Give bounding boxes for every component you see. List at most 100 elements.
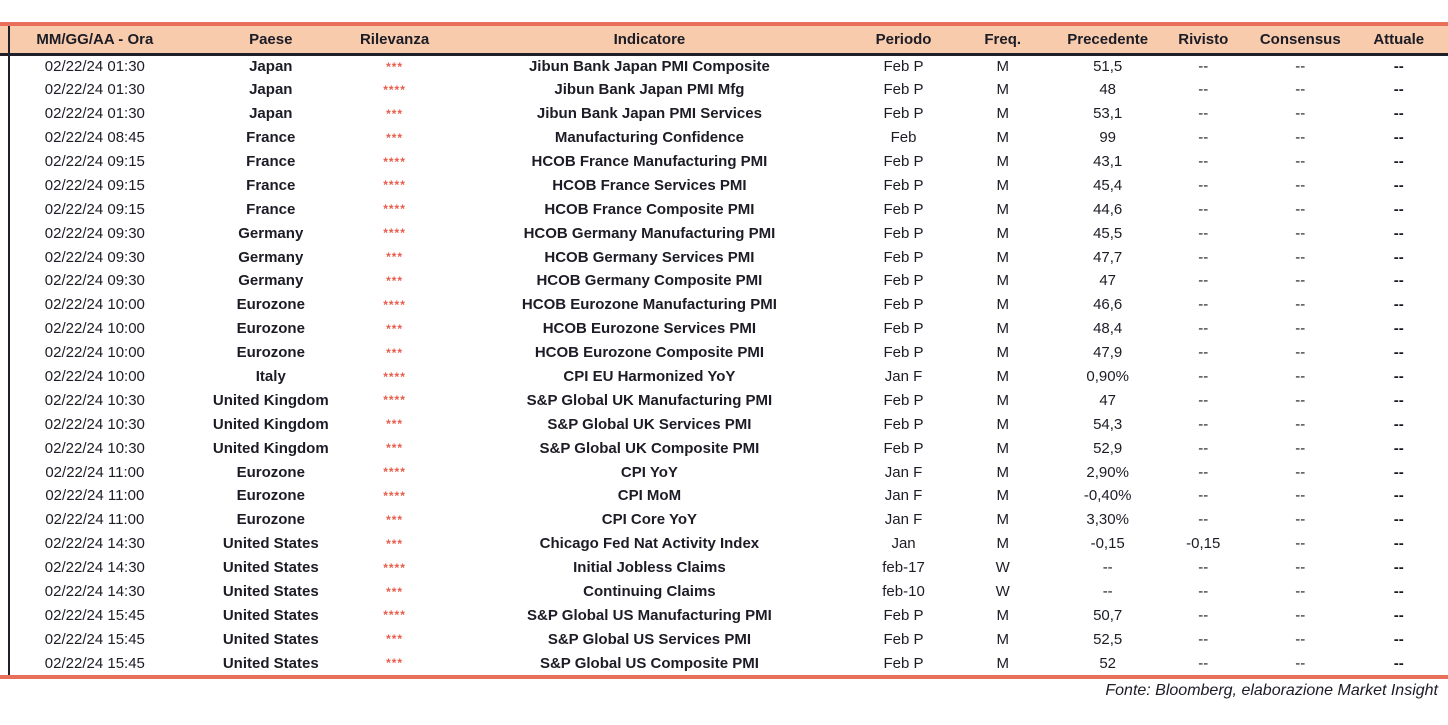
- relevance-stars-icon: ***: [386, 130, 404, 145]
- calendar-table-body: 02/22/24 01:30 Japan *** Jibun Bank Japan P…: [0, 54, 1448, 675]
- relevance-stars-icon: ***: [386, 321, 404, 336]
- cell-consensus: --: [1295, 224, 1306, 242]
- cell-datetime: 02/22/24 09:15: [44, 153, 145, 170]
- cell-consensus: --: [1295, 200, 1306, 218]
- cell-period: Jan F: [884, 463, 923, 481]
- cell-country: Italy: [255, 368, 286, 386]
- table-row: 02/22/24 15:45 United States *** S&P Global…: [0, 651, 1448, 675]
- relevance-stars-icon: ****: [383, 393, 406, 408]
- cell-consensus: --: [1295, 248, 1306, 266]
- cell-datetime: 02/22/24 10:00: [44, 296, 145, 314]
- cell-datetime: 02/22/24 15:45: [44, 630, 145, 648]
- relevance-stars-icon: ****: [383, 608, 406, 623]
- cell-consensus: --: [1295, 129, 1306, 147]
- cell-country: United Kingdom: [212, 415, 329, 433]
- cell-consensus: --: [1295, 511, 1306, 529]
- cell-freq: M: [996, 487, 1009, 505]
- cell-datetime: 02/22/24 11:00: [45, 511, 145, 529]
- cell-datetime: 02/22/24 09:15: [44, 176, 145, 194]
- relevance-stars-icon: ***: [386, 250, 404, 265]
- cell-actual: --: [1393, 81, 1404, 99]
- cell-revised: --: [1198, 654, 1209, 672]
- cell-datetime: 02/22/24 14:30: [44, 583, 145, 601]
- source-footer: Fonte: Bloomberg, elaborazione Market In…: [0, 679, 1448, 700]
- cell-country: United States: [222, 654, 319, 672]
- table-top-accent-line: [0, 22, 1448, 26]
- cell-freq: M: [996, 344, 1009, 362]
- table-row: 02/22/24 14:30 United States *** Chicago Fe…: [0, 532, 1448, 556]
- cell-country: France: [246, 153, 296, 170]
- table-row: 02/22/24 10:00 Eurozone *** HCOB Eurozone S…: [0, 317, 1448, 341]
- table-row: 02/22/24 09:15 France **** HCOB France Comp…: [0, 197, 1448, 221]
- cell-country: United States: [222, 559, 319, 577]
- cell-indicator: S&P Global US Manufacturing PMI: [527, 606, 772, 624]
- economic-calendar-table: MM/GG/AA - Ora Paese Rilevanza Indicatore Pe…: [0, 26, 1448, 675]
- cell-datetime: 02/22/24 11:00: [45, 487, 145, 505]
- cell-actual: --: [1393, 630, 1404, 648]
- cell-period: Feb P: [883, 224, 924, 242]
- cell-period: feb-10: [882, 583, 925, 601]
- cell-actual: --: [1393, 296, 1404, 314]
- cell-revised: --: [1198, 58, 1209, 76]
- cell-consensus: --: [1295, 487, 1306, 505]
- cell-indicator: S&P Global US Services PMI: [547, 630, 751, 648]
- relevance-stars-icon: ****: [383, 297, 406, 312]
- cell-datetime: 02/22/24 10:30: [44, 415, 145, 433]
- cell-datetime: 02/22/24 10:00: [44, 368, 145, 386]
- cell-period: Feb P: [883, 58, 924, 76]
- column-header-period: Periodo: [861, 26, 946, 56]
- cell-indicator: Jibun Bank Japan PMI Mfg: [554, 81, 745, 99]
- cell-actual: --: [1393, 511, 1404, 529]
- cell-period: Feb P: [883, 415, 924, 433]
- cell-consensus: --: [1295, 320, 1306, 338]
- relevance-stars-icon: ****: [383, 178, 406, 193]
- cell-previous: 52,9: [1093, 439, 1123, 457]
- cell-period: Feb P: [883, 296, 924, 314]
- cell-revised: --: [1198, 176, 1209, 194]
- cell-consensus: --: [1295, 630, 1306, 648]
- cell-period: feb-17: [882, 559, 925, 577]
- column-header-consensus: Consensus: [1251, 26, 1350, 56]
- cell-country: France: [246, 176, 296, 194]
- cell-actual: --: [1393, 129, 1404, 147]
- cell-revised: --: [1198, 248, 1209, 266]
- cell-period: Feb P: [883, 248, 924, 266]
- cell-indicator: Chicago Fed Nat Activity Index: [539, 535, 760, 553]
- cell-indicator: Jibun Bank Japan PMI Services: [536, 105, 762, 123]
- cell-country: United States: [222, 583, 319, 601]
- cell-datetime: 02/22/24 09:30: [44, 248, 145, 266]
- cell-freq: M: [996, 391, 1009, 409]
- column-header-actual: Attuale: [1349, 26, 1448, 56]
- cell-previous: 50,7: [1093, 606, 1123, 624]
- table-row: 02/22/24 10:00 Italy **** CPI EU Harmonized…: [0, 365, 1448, 389]
- table-row: 02/22/24 01:30 Japan **** Jibun Bank Japan …: [0, 78, 1448, 102]
- cell-indicator: Continuing Claims: [583, 583, 716, 601]
- cell-consensus: --: [1295, 176, 1306, 194]
- cell-actual: --: [1393, 58, 1404, 76]
- cell-freq: M: [996, 176, 1009, 194]
- cell-actual: --: [1393, 606, 1404, 624]
- cell-revised: --: [1198, 200, 1209, 218]
- cell-previous: 52,5: [1093, 630, 1123, 648]
- header-row: MM/GG/AA - Ora Paese Rilevanza Indicatore Pe…: [0, 26, 1448, 56]
- table-row: 02/22/24 11:00 Eurozone **** CPI YoY Jan F M 2…: [0, 460, 1448, 484]
- cell-previous: 99: [1099, 129, 1117, 147]
- relevance-stars-icon: ***: [386, 417, 404, 432]
- cell-previous: 48,4: [1093, 320, 1123, 338]
- cell-period: Jan: [891, 535, 916, 553]
- cell-datetime: 02/22/24 08:45: [44, 129, 145, 147]
- cell-previous: 47,9: [1093, 344, 1123, 362]
- cell-period: Feb P: [883, 439, 924, 457]
- cell-period: Feb P: [883, 272, 924, 290]
- cell-datetime: 02/22/24 15:45: [44, 654, 145, 672]
- table-row: 02/22/24 09:30 Germany *** HCOB Germany Com…: [0, 269, 1448, 293]
- cell-consensus: --: [1295, 559, 1306, 577]
- cell-previous: 2,90%: [1086, 463, 1129, 481]
- cell-revised: --: [1198, 224, 1209, 242]
- table-left-border: [8, 26, 10, 676]
- cell-freq: M: [996, 272, 1009, 290]
- cell-indicator: S&P Global UK Services PMI: [547, 415, 752, 433]
- cell-freq: W: [995, 559, 1010, 577]
- cell-period: Feb P: [883, 606, 924, 624]
- cell-actual: --: [1393, 153, 1404, 170]
